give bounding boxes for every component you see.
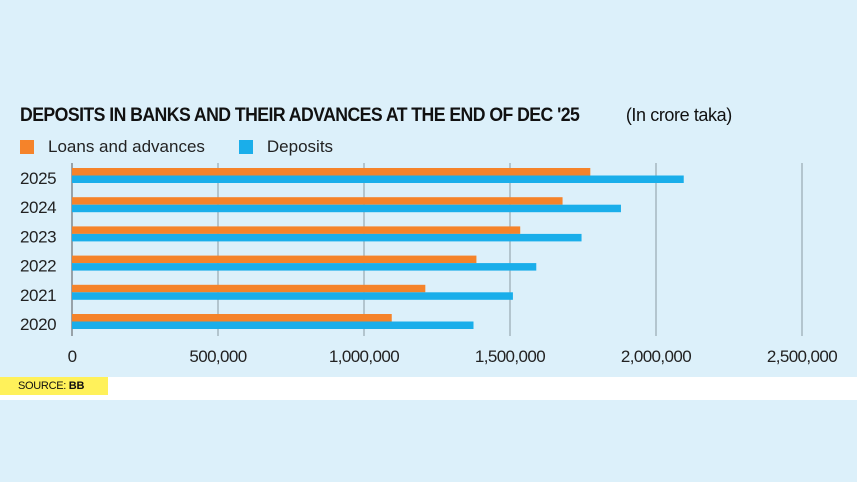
loans-bar-2024 xyxy=(72,197,563,205)
x-tick-label: 2,000,000 xyxy=(621,347,691,366)
source-band xyxy=(0,377,857,400)
deposits-bar-2023 xyxy=(72,233,582,242)
deposits-bar-2022 xyxy=(72,263,537,271)
x-tick-label: 1,000,000 xyxy=(329,347,399,366)
chart-title: DEPOSITS IN BANKS AND THEIR ADVANCES AT … xyxy=(20,105,732,127)
loans-bar-2020 xyxy=(72,314,392,322)
legend-item-loans: Loans and advances xyxy=(20,137,205,157)
legend-item-deposits: Deposits xyxy=(238,137,334,157)
deposits-bar-2024 xyxy=(72,204,621,213)
deposits-bar-2025 xyxy=(72,175,684,183)
source-value: BB xyxy=(68,380,85,392)
deposits-bar-2020 xyxy=(72,321,474,329)
legend-label-loans: Loans and advances xyxy=(48,137,205,156)
loans-bar-2022 xyxy=(72,255,477,264)
loans-bar-2023 xyxy=(72,226,521,234)
chart-legend: Loans and advances Deposits xyxy=(20,137,367,157)
legend-label-deposits: Deposits xyxy=(266,137,334,156)
y-category-label: 2021 xyxy=(20,286,56,305)
y-category-label: 2023 xyxy=(20,227,56,246)
x-tick-label: 1,500,000 xyxy=(475,347,545,366)
chart-title-unit: (In crore taka) xyxy=(625,105,732,125)
x-tick-label: 500,000 xyxy=(189,347,246,366)
y-category-label: 2025 xyxy=(20,169,56,188)
source-label: SOURCE: xyxy=(18,380,67,392)
source-tag: SOURCE: BB xyxy=(0,377,108,395)
y-category-label: 2020 xyxy=(20,315,56,334)
chart-title-main: DEPOSITS IN BANKS AND THEIR ADVANCES AT … xyxy=(20,105,580,126)
loans-bar-2021 xyxy=(72,284,426,293)
deposits-bar-2021 xyxy=(72,292,513,300)
y-category-label: 2024 xyxy=(20,198,56,217)
x-tick-label: 2,500,000 xyxy=(767,347,837,366)
y-category-label: 2022 xyxy=(20,257,56,276)
x-tick-label: 0 xyxy=(68,347,77,366)
legend-swatch-deposits xyxy=(238,140,253,154)
loans-bar-2025 xyxy=(72,168,591,176)
legend-swatch-loans xyxy=(20,140,34,154)
